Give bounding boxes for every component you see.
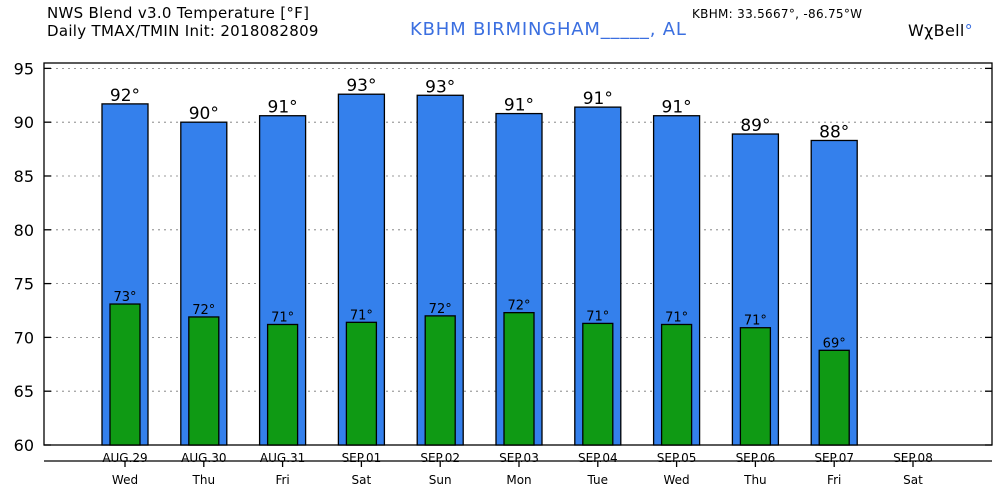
tmin-data-label: 72°	[507, 299, 530, 314]
x-tick-label-date: SEP.06	[736, 451, 776, 465]
tmin-data-label: 71°	[665, 310, 688, 325]
x-tick-label-date: SEP.08	[893, 451, 933, 465]
x-tick-label-date: AUG.31	[260, 451, 305, 465]
tmin-bar	[109, 303, 141, 446]
tmax-data-label: 89°	[740, 116, 770, 136]
x-tick-label-day: Mon	[506, 473, 531, 487]
tmax-data-label: 88°	[819, 122, 849, 142]
tmin-data-label: 69°	[823, 336, 846, 351]
station-name: KBHM BIRMINGHAM_____, AL	[410, 19, 687, 40]
tmax-data-label: 92°	[110, 86, 140, 106]
tmin-bar	[424, 315, 456, 446]
x-tick-label-day: Sun	[429, 473, 452, 487]
x-tick-label-date: AUG.30	[181, 451, 226, 465]
y-tick-label: 70	[14, 328, 34, 347]
tmin-bar	[818, 349, 850, 446]
y-tick-label: 90	[14, 113, 34, 132]
y-tick-label: 75	[14, 275, 34, 294]
tmin-bar	[582, 322, 614, 446]
x-tick-label-date: SEP.01	[342, 451, 382, 465]
x-tick-label-date: SEP.05	[657, 451, 697, 465]
tmin-data-label: 72°	[192, 303, 215, 318]
tmin-bar	[660, 323, 693, 446]
y-tick-label: 65	[14, 382, 34, 401]
tmin-data-label: 71°	[350, 308, 373, 323]
x-tick-label-day: Thu	[743, 473, 767, 487]
brand-logo: WχBell°	[908, 22, 973, 40]
tmax-data-label: 93°	[346, 76, 376, 96]
tmin-bar	[266, 323, 299, 446]
x-tick-label-date: SEP.03	[499, 451, 539, 465]
tmin-bar	[739, 327, 772, 446]
tmin-data-label: 71°	[271, 310, 294, 325]
chart-title-line2: Daily TMAX/TMIN Init: 2018082809	[47, 22, 319, 40]
brand-text: WχBell	[908, 21, 965, 40]
x-tick-label-day: Tue	[587, 473, 609, 487]
tmin-data-label: 73°	[113, 290, 136, 305]
tmin-bar	[345, 321, 378, 446]
tmax-data-label: 91°	[504, 96, 534, 116]
x-tick-label-day: Fri	[827, 473, 841, 487]
y-tick-label: 95	[14, 59, 34, 78]
x-tick-label-day: Thu	[192, 473, 216, 487]
x-tick-label-day: Sat	[352, 473, 372, 487]
tmin-data-label: 71°	[586, 309, 609, 324]
x-tick-label-date: SEP.04	[578, 451, 618, 465]
tmax-data-label: 93°	[425, 77, 455, 97]
tmin-bar	[188, 316, 220, 446]
tmax-data-label: 90°	[189, 104, 219, 124]
brand-dot-icon: °	[964, 21, 973, 40]
tmin-data-label: 72°	[429, 302, 452, 317]
x-tick-label-date: AUG.29	[102, 451, 147, 465]
x-tick-label-day: Wed	[664, 473, 690, 487]
y-tick-label: 60	[14, 436, 34, 455]
x-tick-label-date: SEP.02	[420, 451, 460, 465]
tmax-data-label: 91°	[662, 98, 692, 118]
y-tick-label: 85	[14, 167, 34, 186]
tmax-data-label: 91°	[583, 89, 613, 109]
chart-title-line1: NWS Blend v3.0 Temperature [°F]	[47, 4, 310, 22]
x-tick-label-day: Fri	[275, 473, 289, 487]
y-tick-label: 80	[14, 221, 34, 240]
tmax-data-label: 91°	[268, 98, 298, 118]
x-tick-label-date: SEP.07	[814, 451, 854, 465]
x-tick-label-day: Wed	[112, 473, 138, 487]
station-coordinates: KBHM: 33.5667°, -86.75°W	[692, 7, 863, 21]
tmin-data-label: 71°	[744, 314, 767, 329]
x-tick-label-day: Sat	[903, 473, 923, 487]
tmin-bar	[503, 311, 535, 446]
